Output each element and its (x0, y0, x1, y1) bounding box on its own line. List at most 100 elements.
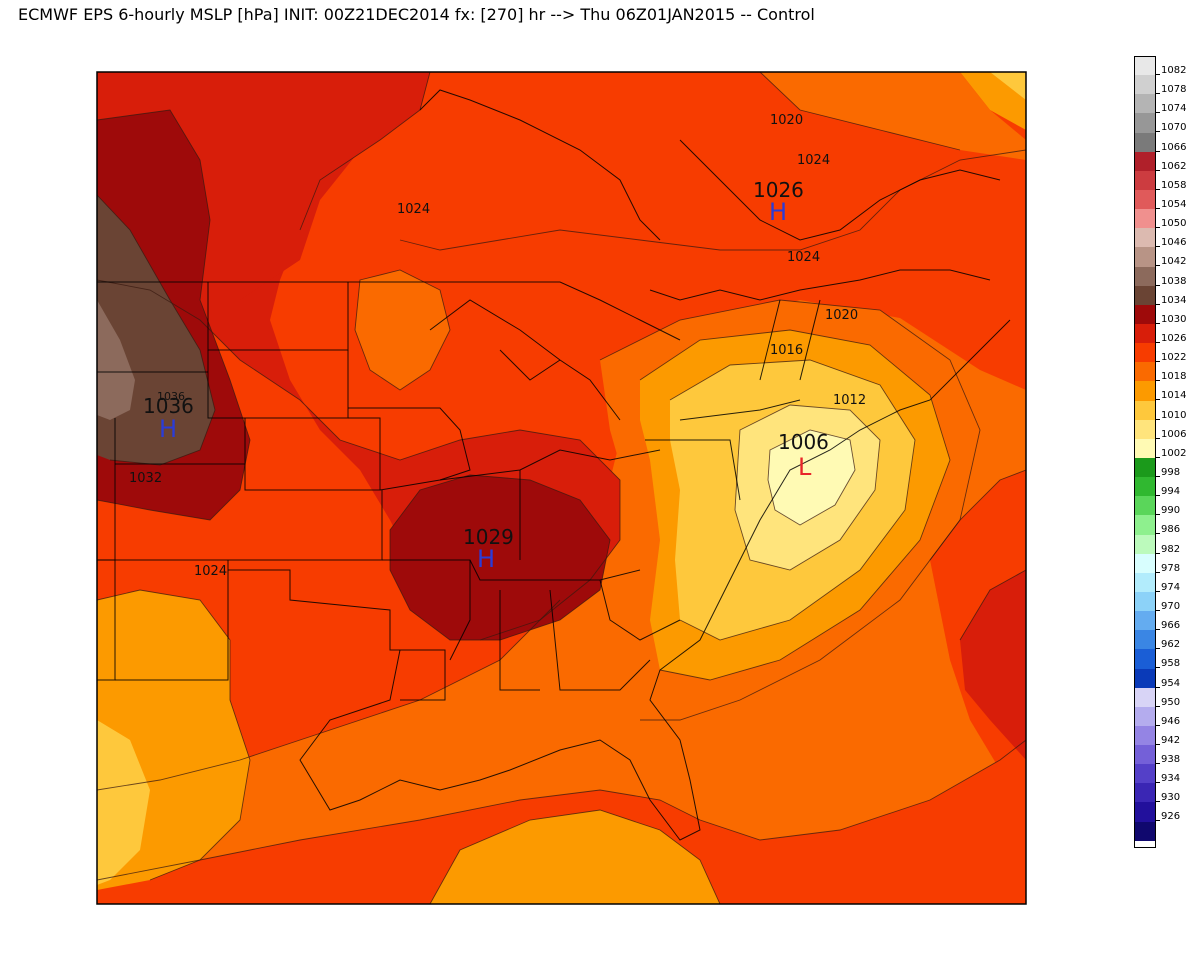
legend-tick (1156, 705, 1160, 707)
legend-swatch (1134, 477, 1156, 497)
center-value: 1036 (143, 394, 194, 418)
legend-label: 1046 (1161, 237, 1187, 249)
high-pressure-symbol: H (769, 198, 787, 226)
legend-swatch (1134, 113, 1156, 133)
legend-swatch (1134, 630, 1156, 650)
legend-label: 1066 (1161, 141, 1187, 153)
legend-label: 1030 (1161, 313, 1187, 325)
legend-swatch (1134, 189, 1156, 210)
legend-entry: 982 (1134, 534, 1194, 555)
legend-tick (1156, 629, 1160, 631)
legend-swatch (1134, 228, 1156, 248)
legend-swatch (1134, 572, 1156, 592)
legend-tick (1156, 361, 1160, 363)
legend-tick (1156, 648, 1160, 650)
legend-label: 1078 (1161, 84, 1187, 96)
legend-entry: 1046 (1134, 228, 1194, 249)
legend-tick (1156, 590, 1160, 592)
legend-entry: 1082 (1134, 56, 1194, 76)
legend-tick (1156, 437, 1160, 439)
pressure-band-1030 (390, 475, 610, 640)
legend-label: 938 (1161, 754, 1181, 766)
legend-entry: 1018 (1134, 362, 1194, 382)
legend-label: 994 (1161, 486, 1181, 498)
legend-entry: 938 (1134, 745, 1194, 766)
legend-label: 1062 (1161, 160, 1187, 172)
legend-swatch (1134, 764, 1156, 784)
pressure-band-1010 (990, 72, 1026, 100)
high-pressure-symbol: H (477, 545, 495, 573)
legend-swatch (1134, 457, 1156, 478)
legend-tick (1156, 399, 1160, 401)
legend-label: 974 (1161, 581, 1181, 593)
legend-tick (1156, 743, 1160, 745)
legend-swatch (1134, 362, 1156, 382)
legend-entry (1134, 821, 1194, 841)
legend-swatch (1134, 438, 1156, 458)
legend-entry: 1030 (1134, 304, 1194, 325)
legend-entry: 966 (1134, 611, 1194, 631)
legend-tick (1156, 495, 1160, 497)
legend-swatch (1134, 821, 1156, 841)
pressure-band-1018 (355, 270, 450, 390)
legend-entry: 946 (1134, 706, 1194, 727)
legend-tick (1156, 514, 1160, 516)
legend-entry: 950 (1134, 687, 1194, 708)
legend-entry: 954 (1134, 668, 1194, 689)
contour-label: 1024 (787, 250, 820, 265)
legend-swatch (1134, 343, 1156, 363)
contour-label: 1036 (157, 390, 185, 403)
legend-swatch (1134, 304, 1156, 324)
legend-tick (1156, 188, 1160, 190)
legend-label: 1002 (1161, 447, 1187, 459)
legend-entry: 1006 (1134, 419, 1194, 440)
pressure-band-1026 (97, 72, 1026, 250)
legend-swatch (1134, 209, 1156, 229)
pressure-band-1022 (97, 72, 1026, 790)
legend-entry: 1034 (1134, 285, 1194, 306)
legend-entry: 962 (1134, 630, 1194, 651)
contour-label: 1020 (770, 113, 803, 128)
legend-label: 1014 (1161, 390, 1187, 402)
legend-entry: 1054 (1134, 189, 1194, 210)
legend-label: 1050 (1161, 218, 1187, 230)
legend-entry: 1078 (1134, 75, 1194, 96)
legend-swatch (1134, 668, 1156, 688)
legend-tick (1156, 112, 1160, 114)
legend-tick (1156, 265, 1160, 267)
legend-entry: 974 (1134, 572, 1194, 593)
legend-entry: 1062 (1134, 151, 1194, 172)
legend-label: 1042 (1161, 256, 1187, 268)
legend-label: 1070 (1161, 122, 1187, 134)
legend-label: 970 (1161, 600, 1181, 612)
legend-entry: 1050 (1134, 209, 1194, 230)
legend-entry: 934 (1134, 764, 1194, 784)
legend-swatch (1134, 75, 1156, 95)
legend-swatch (1134, 534, 1156, 554)
legend-label: 1010 (1161, 409, 1187, 421)
legend-swatch (1134, 266, 1156, 286)
pressure-band-1002 (768, 430, 855, 525)
legend-entry: 958 (1134, 649, 1194, 670)
legend-label: 1022 (1161, 352, 1187, 364)
legend-label: 962 (1161, 639, 1181, 651)
legend-label: 930 (1161, 792, 1181, 804)
legend-tick (1156, 246, 1160, 248)
legend-label: 1006 (1161, 428, 1187, 440)
legend-label: 954 (1161, 677, 1181, 689)
pressure-band-1018 (760, 72, 1026, 160)
legend-entry: 1074 (1134, 94, 1194, 114)
legend-swatch (1134, 649, 1156, 669)
legend-tick (1156, 93, 1160, 95)
legend-swatch (1134, 170, 1156, 190)
legend-swatch (1134, 132, 1156, 152)
legend-tick (1156, 74, 1160, 75)
contour-label: 1016 (770, 343, 803, 358)
legend-entry: 1002 (1134, 438, 1194, 459)
legend-tick (1156, 380, 1160, 382)
legend-entry: 1058 (1134, 170, 1194, 191)
legend-swatch (1134, 381, 1156, 401)
legend-label: 926 (1161, 811, 1181, 823)
legend-label: 958 (1161, 658, 1181, 670)
